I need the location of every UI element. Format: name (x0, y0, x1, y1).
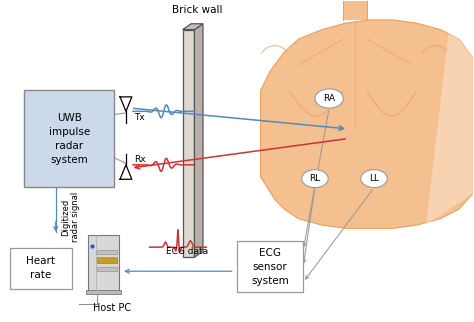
FancyBboxPatch shape (97, 267, 117, 271)
FancyBboxPatch shape (97, 257, 117, 263)
Polygon shape (261, 20, 474, 228)
Polygon shape (343, 1, 367, 20)
Text: RA: RA (323, 94, 335, 103)
FancyBboxPatch shape (237, 241, 303, 292)
Circle shape (302, 170, 328, 188)
Text: Tx: Tx (135, 113, 145, 122)
Circle shape (361, 170, 387, 188)
Text: Rx: Rx (135, 155, 146, 164)
Text: Host PC: Host PC (93, 303, 131, 313)
Text: UWB
impulse
radar
system: UWB impulse radar system (49, 113, 90, 165)
Text: Heart
rate: Heart rate (27, 256, 55, 280)
Polygon shape (426, 23, 474, 225)
Text: Brick wall: Brick wall (172, 5, 222, 15)
FancyBboxPatch shape (88, 235, 119, 291)
Text: ECG
sensor
system: ECG sensor system (251, 248, 289, 286)
FancyBboxPatch shape (97, 250, 117, 254)
Text: Digitized
radar signal: Digitized radar signal (61, 192, 80, 242)
FancyBboxPatch shape (86, 290, 121, 294)
Text: RL: RL (310, 174, 320, 183)
Polygon shape (194, 24, 203, 257)
Circle shape (315, 89, 343, 108)
Text: LL: LL (369, 174, 379, 183)
Polygon shape (182, 30, 194, 257)
FancyBboxPatch shape (10, 248, 72, 289)
Polygon shape (182, 24, 203, 30)
Text: ECG data: ECG data (166, 247, 209, 256)
FancyBboxPatch shape (97, 258, 117, 263)
FancyBboxPatch shape (24, 90, 114, 187)
